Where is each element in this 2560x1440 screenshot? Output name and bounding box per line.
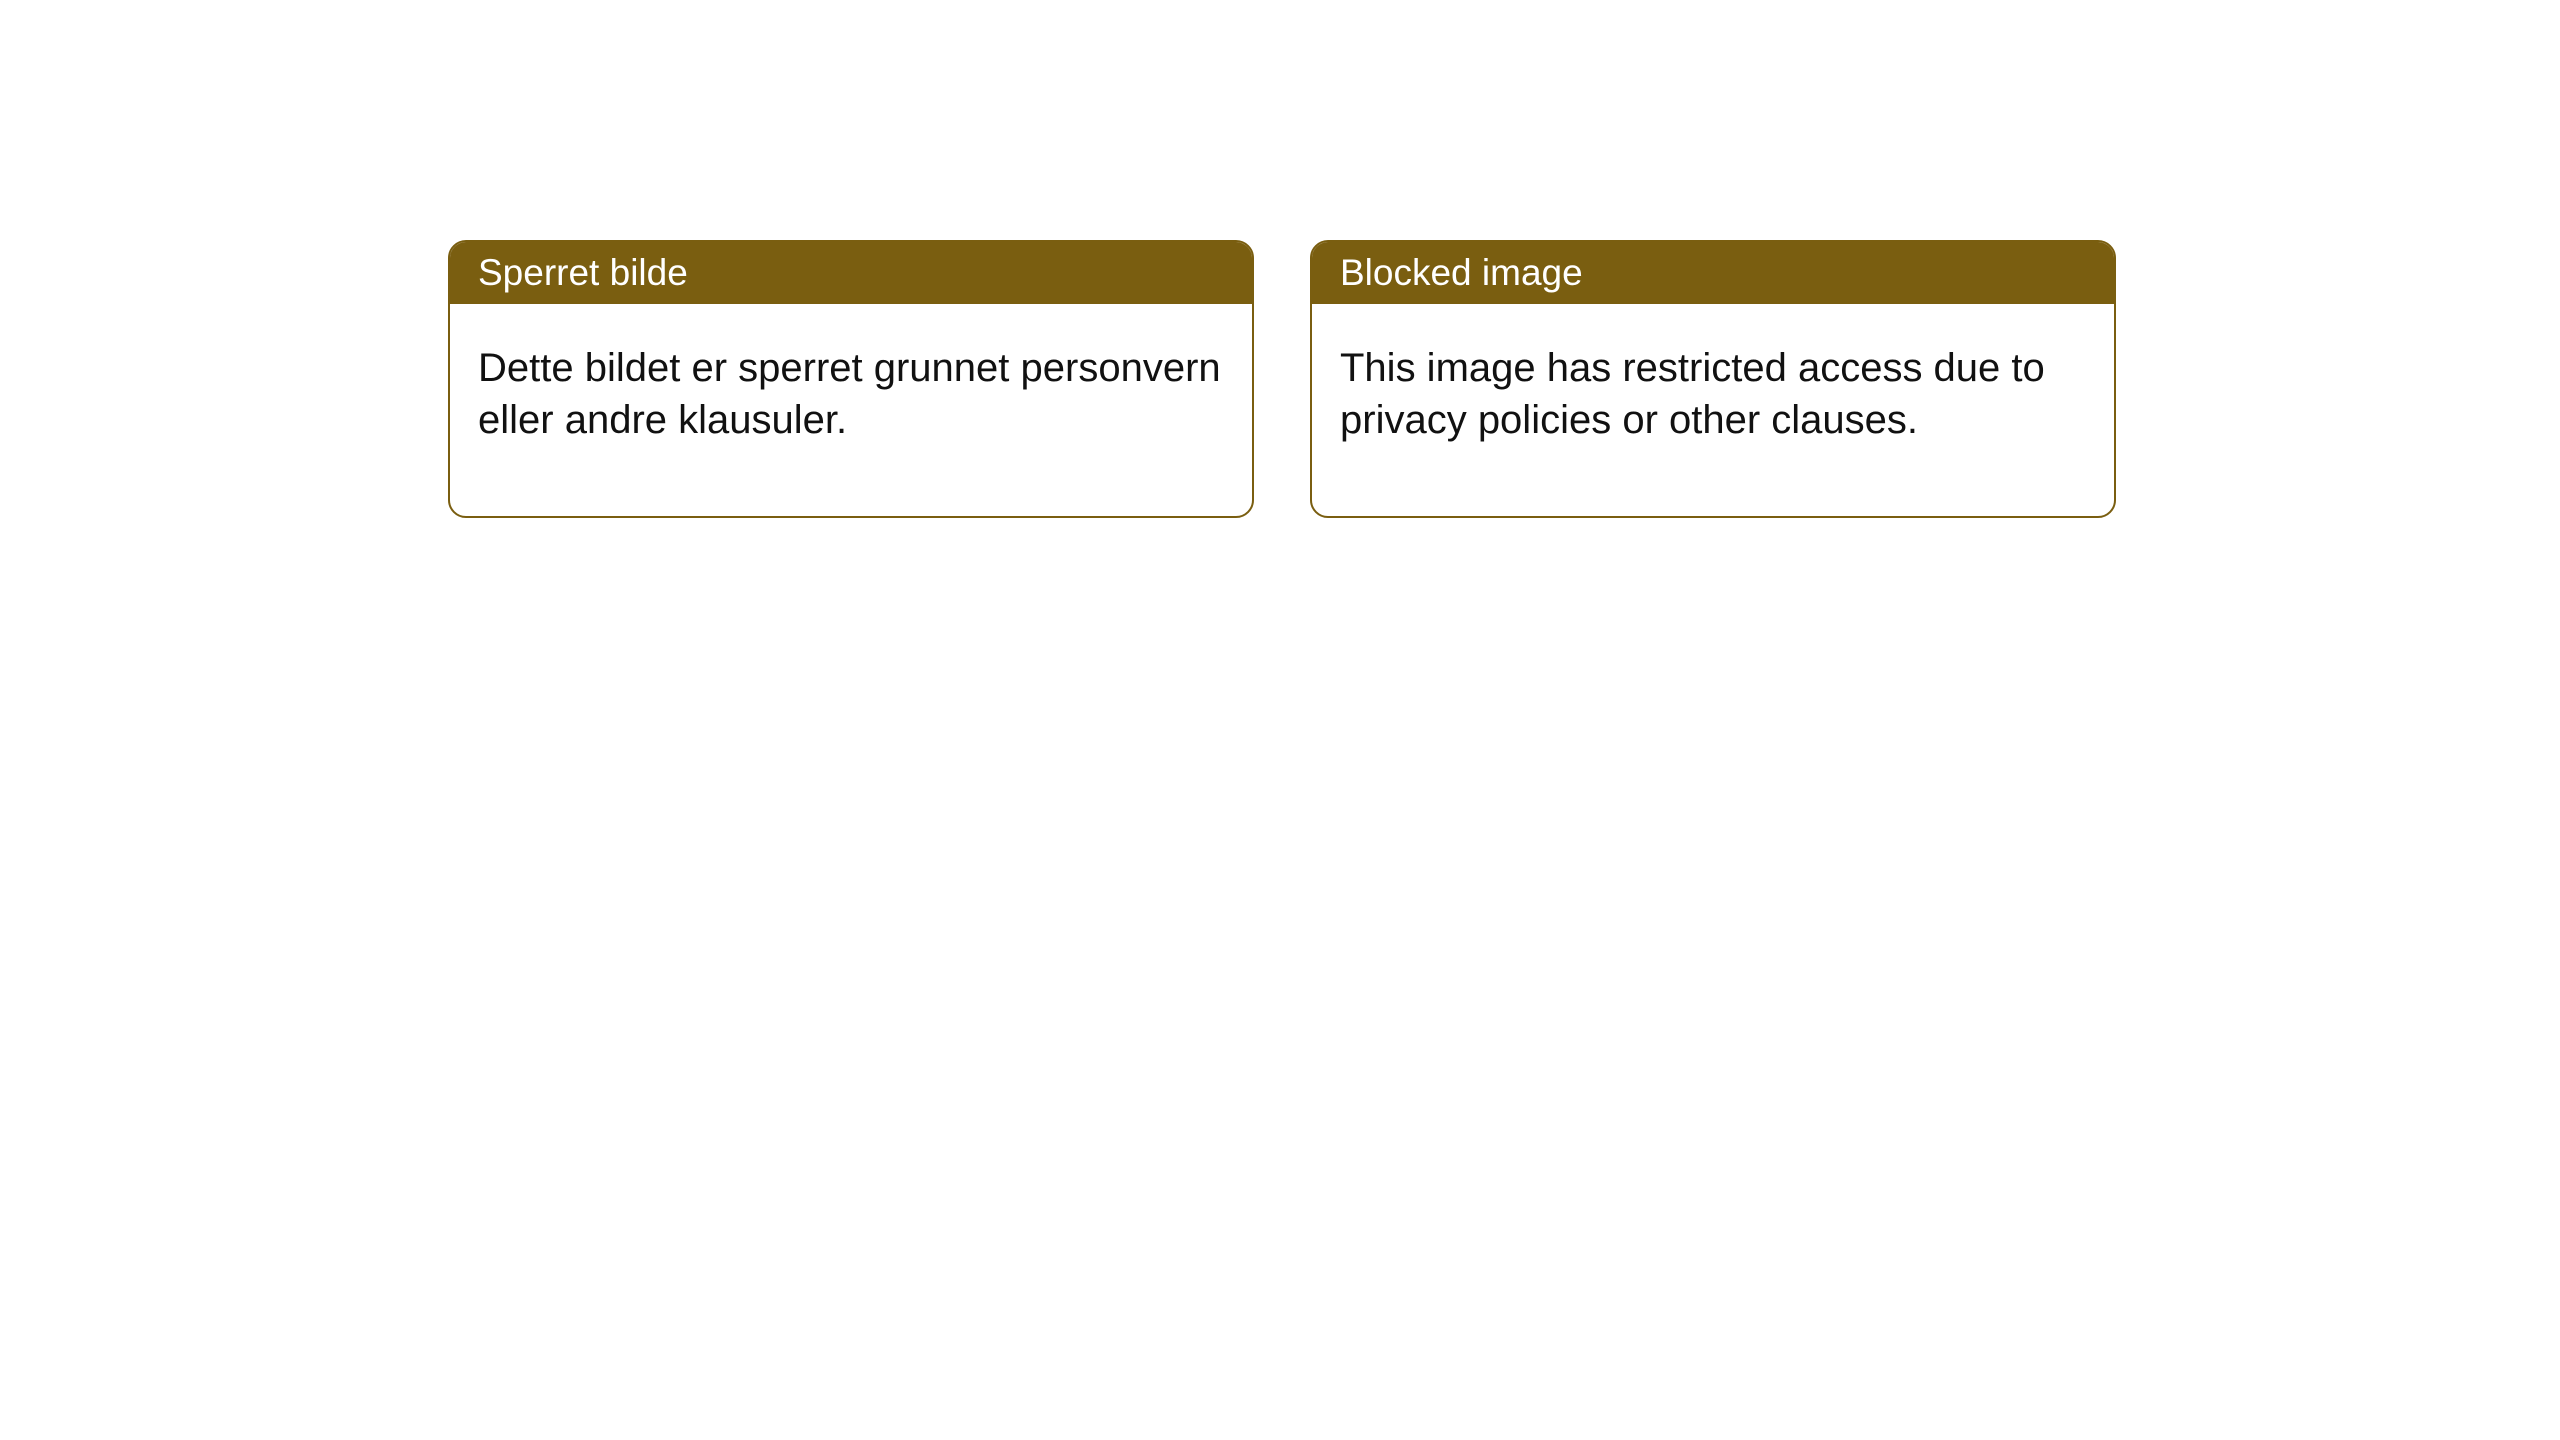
notice-card-norwegian: Sperret bilde Dette bildet er sperret gr… (448, 240, 1254, 518)
notice-card-english: Blocked image This image has restricted … (1310, 240, 2116, 518)
notice-card-body: This image has restricted access due to … (1312, 304, 2114, 516)
notice-container: Sperret bilde Dette bildet er sperret gr… (448, 240, 2116, 518)
notice-card-title: Blocked image (1312, 242, 2114, 304)
notice-card-body: Dette bildet er sperret grunnet personve… (450, 304, 1252, 516)
notice-card-title: Sperret bilde (450, 242, 1252, 304)
